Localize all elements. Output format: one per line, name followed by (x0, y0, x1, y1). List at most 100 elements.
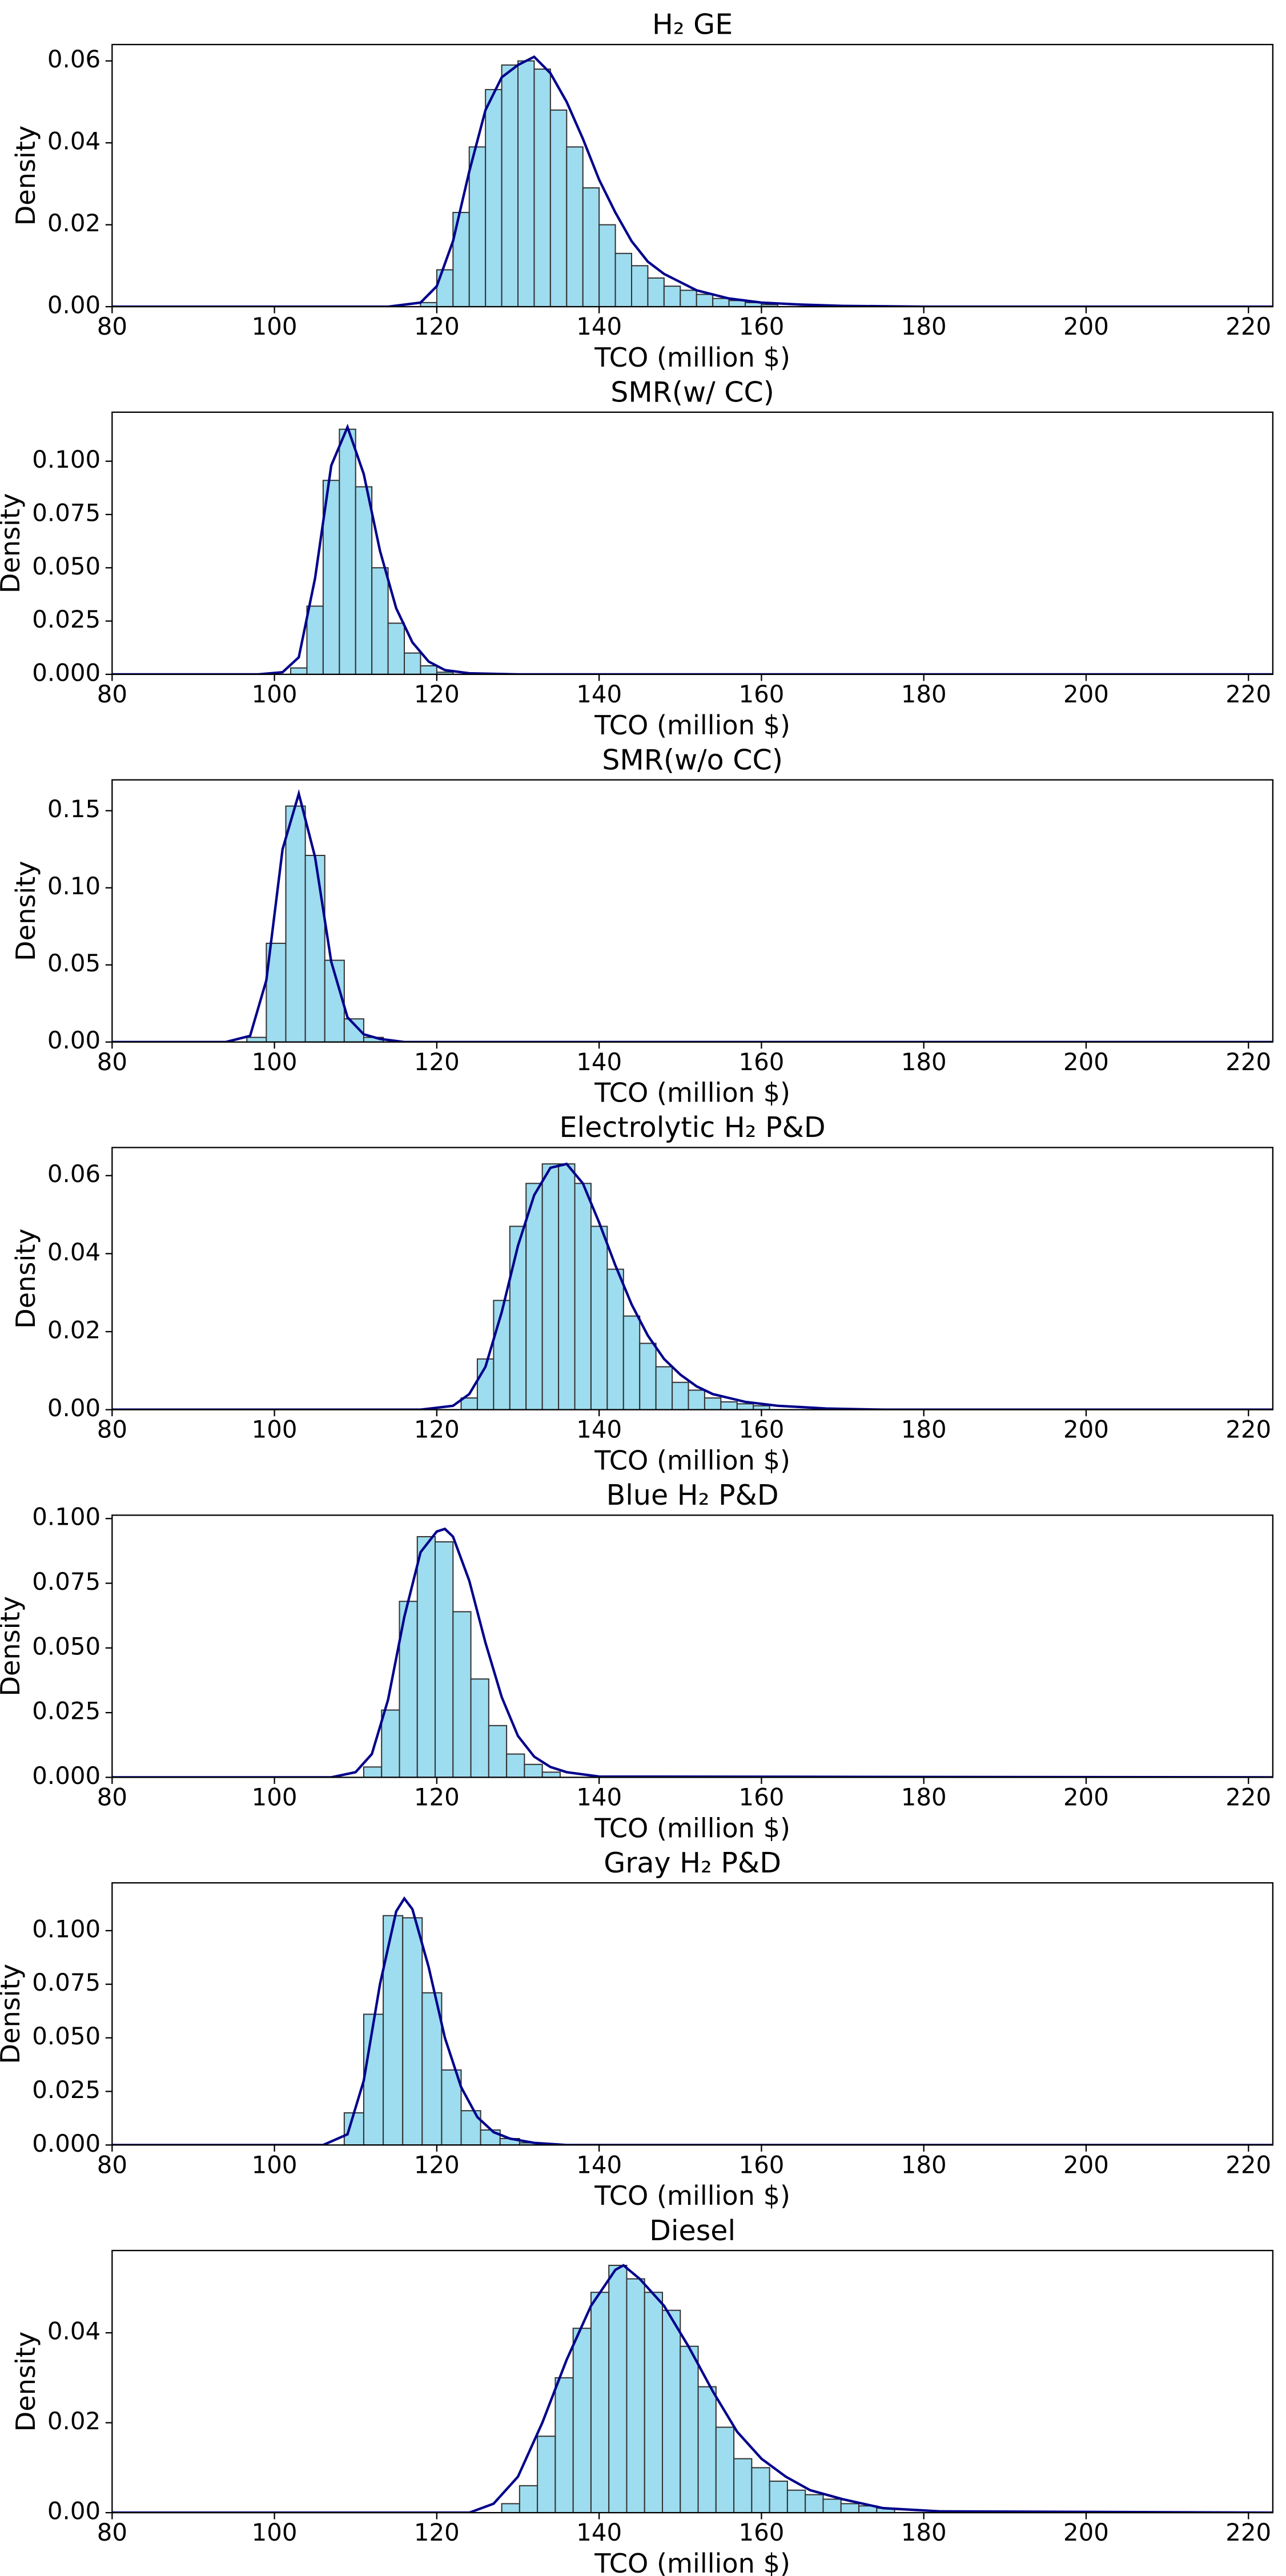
x-tick-label: 140 (576, 2151, 622, 2179)
y-tick-label: 0.025 (32, 605, 101, 633)
hist-bar (680, 290, 697, 307)
hist-bar (343, 2112, 364, 2145)
hist-bar (590, 2292, 610, 2513)
x-tick-label: 100 (252, 1416, 298, 1444)
x-tick-label: 220 (1225, 1783, 1271, 1811)
hist-bar (736, 1403, 754, 1410)
y-tick-label: 0.00 (47, 1394, 101, 1422)
hist-bar (662, 2309, 681, 2513)
hist-bar (761, 304, 778, 307)
hist-bar (554, 2377, 574, 2513)
hist-bar (290, 667, 308, 674)
hist-bar (519, 2485, 538, 2513)
y-tick-label: 0.00 (47, 1026, 101, 1054)
hist-bar (355, 486, 373, 674)
y-tick-label: 0.075 (32, 499, 101, 527)
hist-bar (614, 252, 633, 307)
y-tick-label: 0.025 (32, 1697, 101, 1725)
hist-bar (460, 1397, 478, 1410)
hist-bar (663, 286, 681, 307)
x-tick-label: 100 (252, 1048, 298, 1076)
x-tick-label: 80 (97, 312, 127, 340)
kde-line (112, 2264, 1273, 2513)
y-tick-label: 0.05 (47, 949, 101, 977)
hist-bar (402, 1917, 423, 2145)
y-tick-label: 0.02 (47, 2407, 101, 2435)
x-tick-label: 160 (738, 1048, 784, 1076)
panel-title: Electrolytic H₂ P&D (560, 1111, 826, 1144)
x-tick-label: 100 (252, 1783, 298, 1811)
hist-bar (304, 854, 325, 1042)
x-tick-label: 220 (1225, 1416, 1271, 1444)
hist-bar (786, 2489, 806, 2513)
x-axis-label: TCO (million $) (594, 1813, 790, 1843)
hist-bar (572, 2328, 592, 2513)
x-tick-label: 140 (576, 312, 622, 340)
x-tick-label: 160 (738, 1783, 784, 1811)
hist-bar (606, 1268, 624, 1410)
hist-bar (537, 2436, 556, 2513)
plot-area (112, 789, 1273, 1042)
y-tick-label: 0.000 (32, 658, 101, 686)
y-tick-label: 0.04 (47, 2317, 101, 2345)
x-tick-label: 140 (576, 1048, 622, 1076)
x-tick-label: 160 (738, 2151, 784, 2179)
x-tick-label: 120 (414, 1783, 460, 1811)
x-tick-label: 220 (1225, 312, 1271, 340)
panel-title: SMR(w/o CC) (602, 743, 783, 776)
y-tick-label: 0.100 (32, 445, 101, 473)
y-tick-label: 0.04 (47, 1238, 101, 1266)
x-tick-label: 220 (1225, 1048, 1271, 1076)
panel: Blue H₂ P&D 80 100 120 140 160 180 200 220 0.000 0… (0, 1478, 1274, 1843)
hist-bar (541, 1771, 561, 1778)
x-tick-label: 80 (97, 1416, 127, 1444)
hist-bar (720, 1401, 738, 1410)
x-tick-label: 80 (97, 2518, 127, 2546)
y-tick-label: 0.00 (47, 2497, 101, 2525)
hist-bar (608, 2265, 628, 2513)
x-tick-label: 120 (414, 680, 460, 708)
kde-line (112, 1896, 1273, 2145)
x-tick-label: 220 (1225, 2518, 1271, 2546)
panel-title: Blue H₂ P&D (606, 1478, 779, 1512)
y-axis-label: Density (0, 493, 26, 594)
hist-bar (306, 605, 324, 674)
x-tick-label: 140 (576, 2518, 622, 2546)
hist-bar (476, 1358, 495, 1410)
y-tick-label: 0.100 (32, 1503, 101, 1531)
axes-frame (111, 2249, 1274, 2514)
hist-bar (470, 1678, 489, 1778)
hist-bar (805, 2494, 824, 2513)
hist-bar (622, 1315, 641, 1410)
axes-frame (111, 1514, 1274, 1778)
y-tick-label: 0.06 (47, 1160, 101, 1188)
plot-area (112, 423, 1273, 674)
hist-bar (517, 60, 535, 307)
hist-bar (751, 2467, 770, 2513)
x-tick-label: 200 (1063, 1048, 1109, 1076)
y-tick-label: 0.02 (47, 1316, 101, 1344)
y-tick-label: 0.075 (32, 1968, 101, 1996)
hist-bar (493, 1300, 511, 1410)
y-tick-label: 0.000 (32, 1762, 101, 1790)
panel: SMR(w/o CC) 80 100 120 140 160 180 200 220 0.00 0.… (10, 743, 1274, 1108)
hist-bar (383, 1915, 404, 2145)
panel-title: Diesel (649, 2214, 736, 2247)
axes-frame (111, 779, 1274, 1043)
hist-bar (441, 2069, 462, 2145)
x-axis-label: TCO (million $) (594, 710, 790, 741)
x-tick-label: 160 (738, 2518, 784, 2546)
x-tick-label: 180 (901, 2518, 947, 2546)
hist-bar (501, 2503, 520, 2513)
x-axis-label: TCO (million $) (594, 342, 790, 373)
hist-bar (644, 2292, 664, 2513)
hist-bar (715, 2426, 735, 2513)
hist-bar (680, 2345, 699, 2513)
panel-title: Gray H₂ P&D (604, 1846, 781, 1879)
hist-bar (696, 294, 714, 307)
y-tick-label: 0.000 (32, 2129, 101, 2157)
x-tick-label: 200 (1063, 1783, 1109, 1811)
hist-bar (712, 298, 730, 307)
kde-line (112, 423, 1273, 674)
